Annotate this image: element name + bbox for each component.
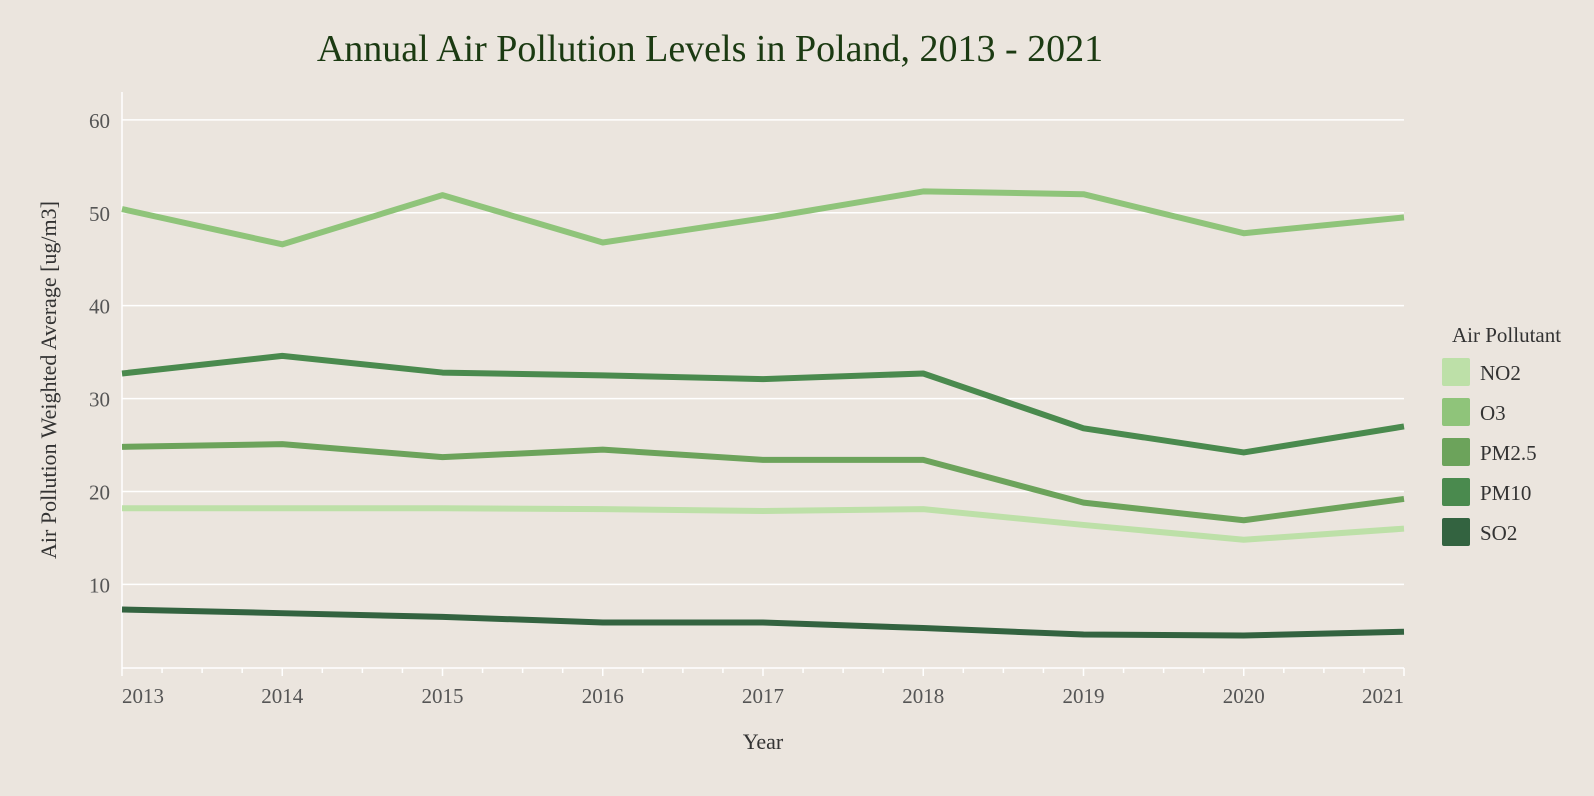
- gridlines: [122, 119, 1404, 586]
- legend-swatch: [1442, 478, 1470, 506]
- y-tick-labels: 10 20 30 40 50 60: [89, 109, 110, 598]
- legend-label: O3: [1480, 401, 1506, 425]
- legend-title: Air Pollutant: [1452, 323, 1561, 347]
- legend-swatch: [1442, 358, 1470, 386]
- series-lines: [121, 188, 1405, 639]
- y-tick-label: 60: [89, 109, 110, 133]
- series-line-pm25: [121, 441, 1405, 524]
- y-tick-label: 20: [89, 480, 110, 504]
- x-axis-title: Year: [743, 729, 784, 754]
- legend: Air Pollutant NO2 O3 PM2.5 PM10 SO2: [1442, 323, 1561, 546]
- x-tick-label: 2017: [742, 684, 784, 708]
- y-tick-label: 10: [89, 573, 110, 597]
- y-axis-title: Air Pollution Weighted Average [ug/m3]: [36, 201, 61, 559]
- y-tick-label: 40: [89, 295, 110, 319]
- legend-swatch: [1442, 398, 1470, 426]
- x-tick-label: 2020: [1223, 684, 1265, 708]
- y-tick-label: 50: [89, 202, 110, 226]
- x-tick-label: 2013: [122, 684, 164, 708]
- legend-label: NO2: [1480, 361, 1521, 385]
- x-tick-label: 2015: [422, 684, 464, 708]
- x-tick-label: 2016: [582, 684, 624, 708]
- x-minor-ticks: [121, 668, 1405, 676]
- legend-swatch: [1442, 438, 1470, 466]
- series-line-o3: [121, 188, 1405, 248]
- x-tick-label: 2014: [261, 684, 304, 708]
- legend-item[interactable]: PM10: [1442, 478, 1531, 506]
- legend-item[interactable]: PM2.5: [1442, 438, 1537, 466]
- x-tick-label: 2018: [902, 684, 944, 708]
- x-tick-label: 2019: [1063, 684, 1105, 708]
- legend-item[interactable]: SO2: [1442, 518, 1517, 546]
- x-tick-labels: 2013 2014 2015 2016 2017 2018 2019 2020 2021: [122, 684, 1404, 708]
- legend-label: PM10: [1480, 481, 1531, 505]
- legend-label: SO2: [1480, 521, 1517, 545]
- legend-label: PM2.5: [1480, 441, 1537, 465]
- y-tick-label: 30: [89, 388, 110, 412]
- series-line-pm10: [121, 352, 1405, 456]
- series-line-so2: [121, 606, 1405, 639]
- legend-swatch: [1442, 518, 1470, 546]
- series-line-no2: [122, 505, 1405, 543]
- chart-title: Annual Air Pollution Levels in Poland, 2…: [317, 28, 1103, 70]
- legend-item[interactable]: O3: [1442, 398, 1506, 426]
- x-tick-label: 2021: [1362, 684, 1404, 708]
- legend-item[interactable]: NO2: [1442, 358, 1521, 386]
